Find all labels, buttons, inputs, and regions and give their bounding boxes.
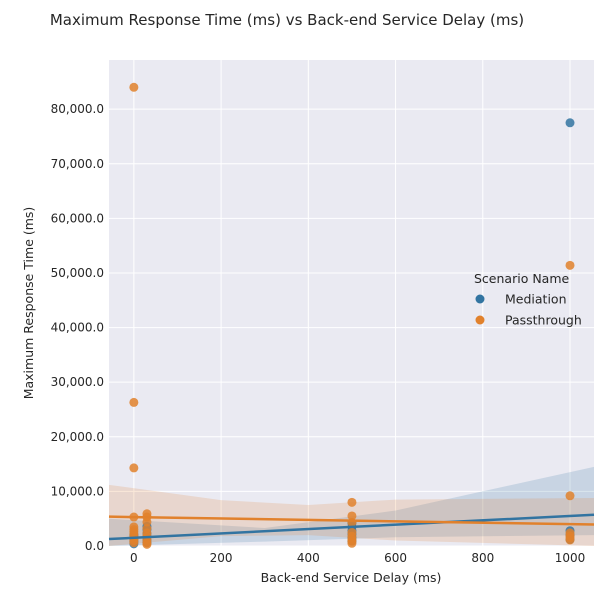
regression-line-passthrough	[108, 515, 595, 526]
data-point-passthrough	[129, 463, 139, 473]
y-tick-labels: 0.0 10,000.0 20,000.0 30,000.0 40,000.0 50,00…	[51, 102, 104, 553]
data-point-passthrough	[347, 511, 357, 521]
data-point-passthrough	[347, 538, 357, 548]
data-point-passthrough	[129, 82, 139, 92]
data-point-passthrough	[347, 497, 357, 507]
regression-lines	[108, 513, 595, 541]
legend-marker-passthrough	[475, 315, 485, 325]
data-point-passthrough	[129, 538, 139, 548]
gridlines	[109, 60, 594, 547]
y-tick-label: 0.0	[85, 539, 104, 553]
y-tick-label: 10,000.0	[51, 484, 104, 498]
legend: Scenario Name Mediation Passthrough	[474, 271, 582, 328]
data-point-passthrough	[142, 539, 152, 549]
legend-title: Scenario Name	[474, 271, 570, 286]
data-point-passthrough	[565, 260, 575, 270]
y-tick-label: 80,000.0	[51, 102, 104, 116]
y-tick-label: 50,000.0	[51, 266, 104, 280]
y-tick-label: 60,000.0	[51, 211, 104, 225]
confidence-band-mediation	[109, 466, 594, 546]
y-tick-label: 20,000.0	[51, 430, 104, 444]
data-point-passthrough	[129, 397, 139, 407]
data-point-passthrough	[565, 491, 575, 501]
legend-marker-mediation	[475, 294, 485, 304]
y-tick-label: 70,000.0	[51, 157, 104, 171]
legend-label-mediation: Mediation	[505, 292, 567, 307]
y-axis-label: Maximum Response Time (ms)	[21, 207, 36, 400]
x-tick-label: 1000	[555, 551, 586, 565]
y-tick-label: 40,000.0	[51, 321, 104, 335]
x-tick-label: 200	[210, 551, 233, 565]
x-tick-label: 600	[384, 551, 407, 565]
x-tick-label: 800	[471, 551, 494, 565]
data-point-mediation	[565, 118, 575, 128]
regression-line-mediation	[108, 513, 595, 541]
x-axis-label: Back-end Service Delay (ms)	[261, 570, 442, 585]
plot-area	[109, 60, 594, 546]
legend-label-passthrough: Passthrough	[505, 313, 582, 328]
x-tick-label: 400	[297, 551, 320, 565]
y-tick-label: 30,000.0	[51, 375, 104, 389]
data-point-passthrough	[142, 517, 152, 527]
x-tick-labels: 0 200 400 600 800 1000	[130, 551, 585, 565]
data-point-passthrough	[565, 535, 575, 545]
chart-title: Maximum Response Time (ms) vs Back-end S…	[50, 11, 524, 29]
x-tick-label: 0	[130, 551, 138, 565]
